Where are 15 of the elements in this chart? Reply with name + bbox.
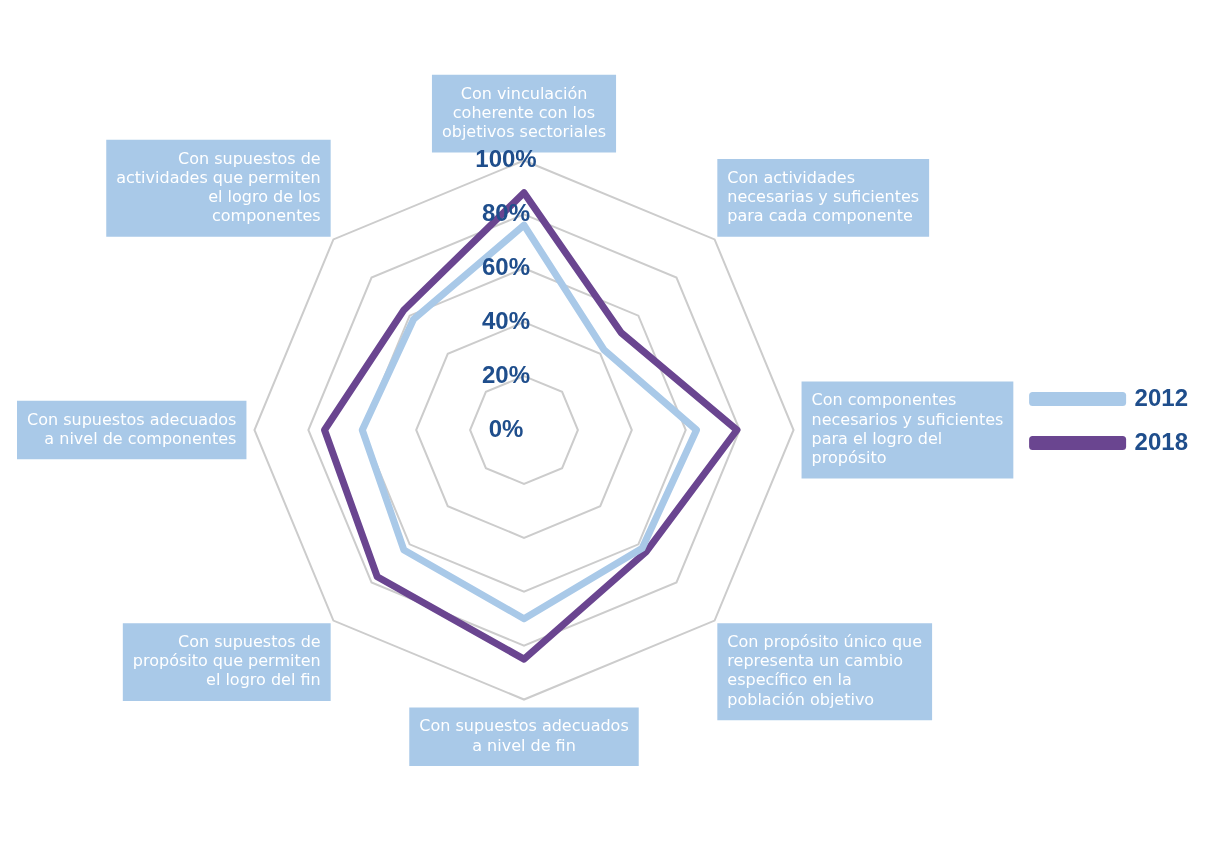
legend-label: 2018 xyxy=(1134,427,1188,455)
spoke-label: Con supuestos adecuados a nivel de fin xyxy=(419,716,629,755)
spoke-label: Con propósito único que representa un cambio específico en la población objetivo xyxy=(727,632,923,709)
spoke-label: Con supuestos de actividades que permiten el logro de los componentes xyxy=(116,148,321,226)
y-tick-label: 20% xyxy=(481,360,531,388)
y-tick-label: 0% xyxy=(488,414,524,442)
y-tick-label: 40% xyxy=(481,306,531,334)
spoke-label: Con supuestos de propósito que permiten el logro del fin xyxy=(132,632,321,690)
spoke-label: Con componentes necesarios y suficientes para el logro del propósito xyxy=(811,390,1004,467)
spoke-label: Con actividades necesarias y suficientes para cada componente xyxy=(727,167,920,226)
y-tick-label: 100% xyxy=(475,145,537,173)
legend-label: 2012 xyxy=(1134,383,1188,411)
spoke-label: Con vinculación coherente con los objetivos sectoriales xyxy=(441,83,607,142)
y-tick-label: 60% xyxy=(481,252,531,280)
spoke-label: Con supuestos adecuados a nivel de componentes xyxy=(27,409,237,448)
